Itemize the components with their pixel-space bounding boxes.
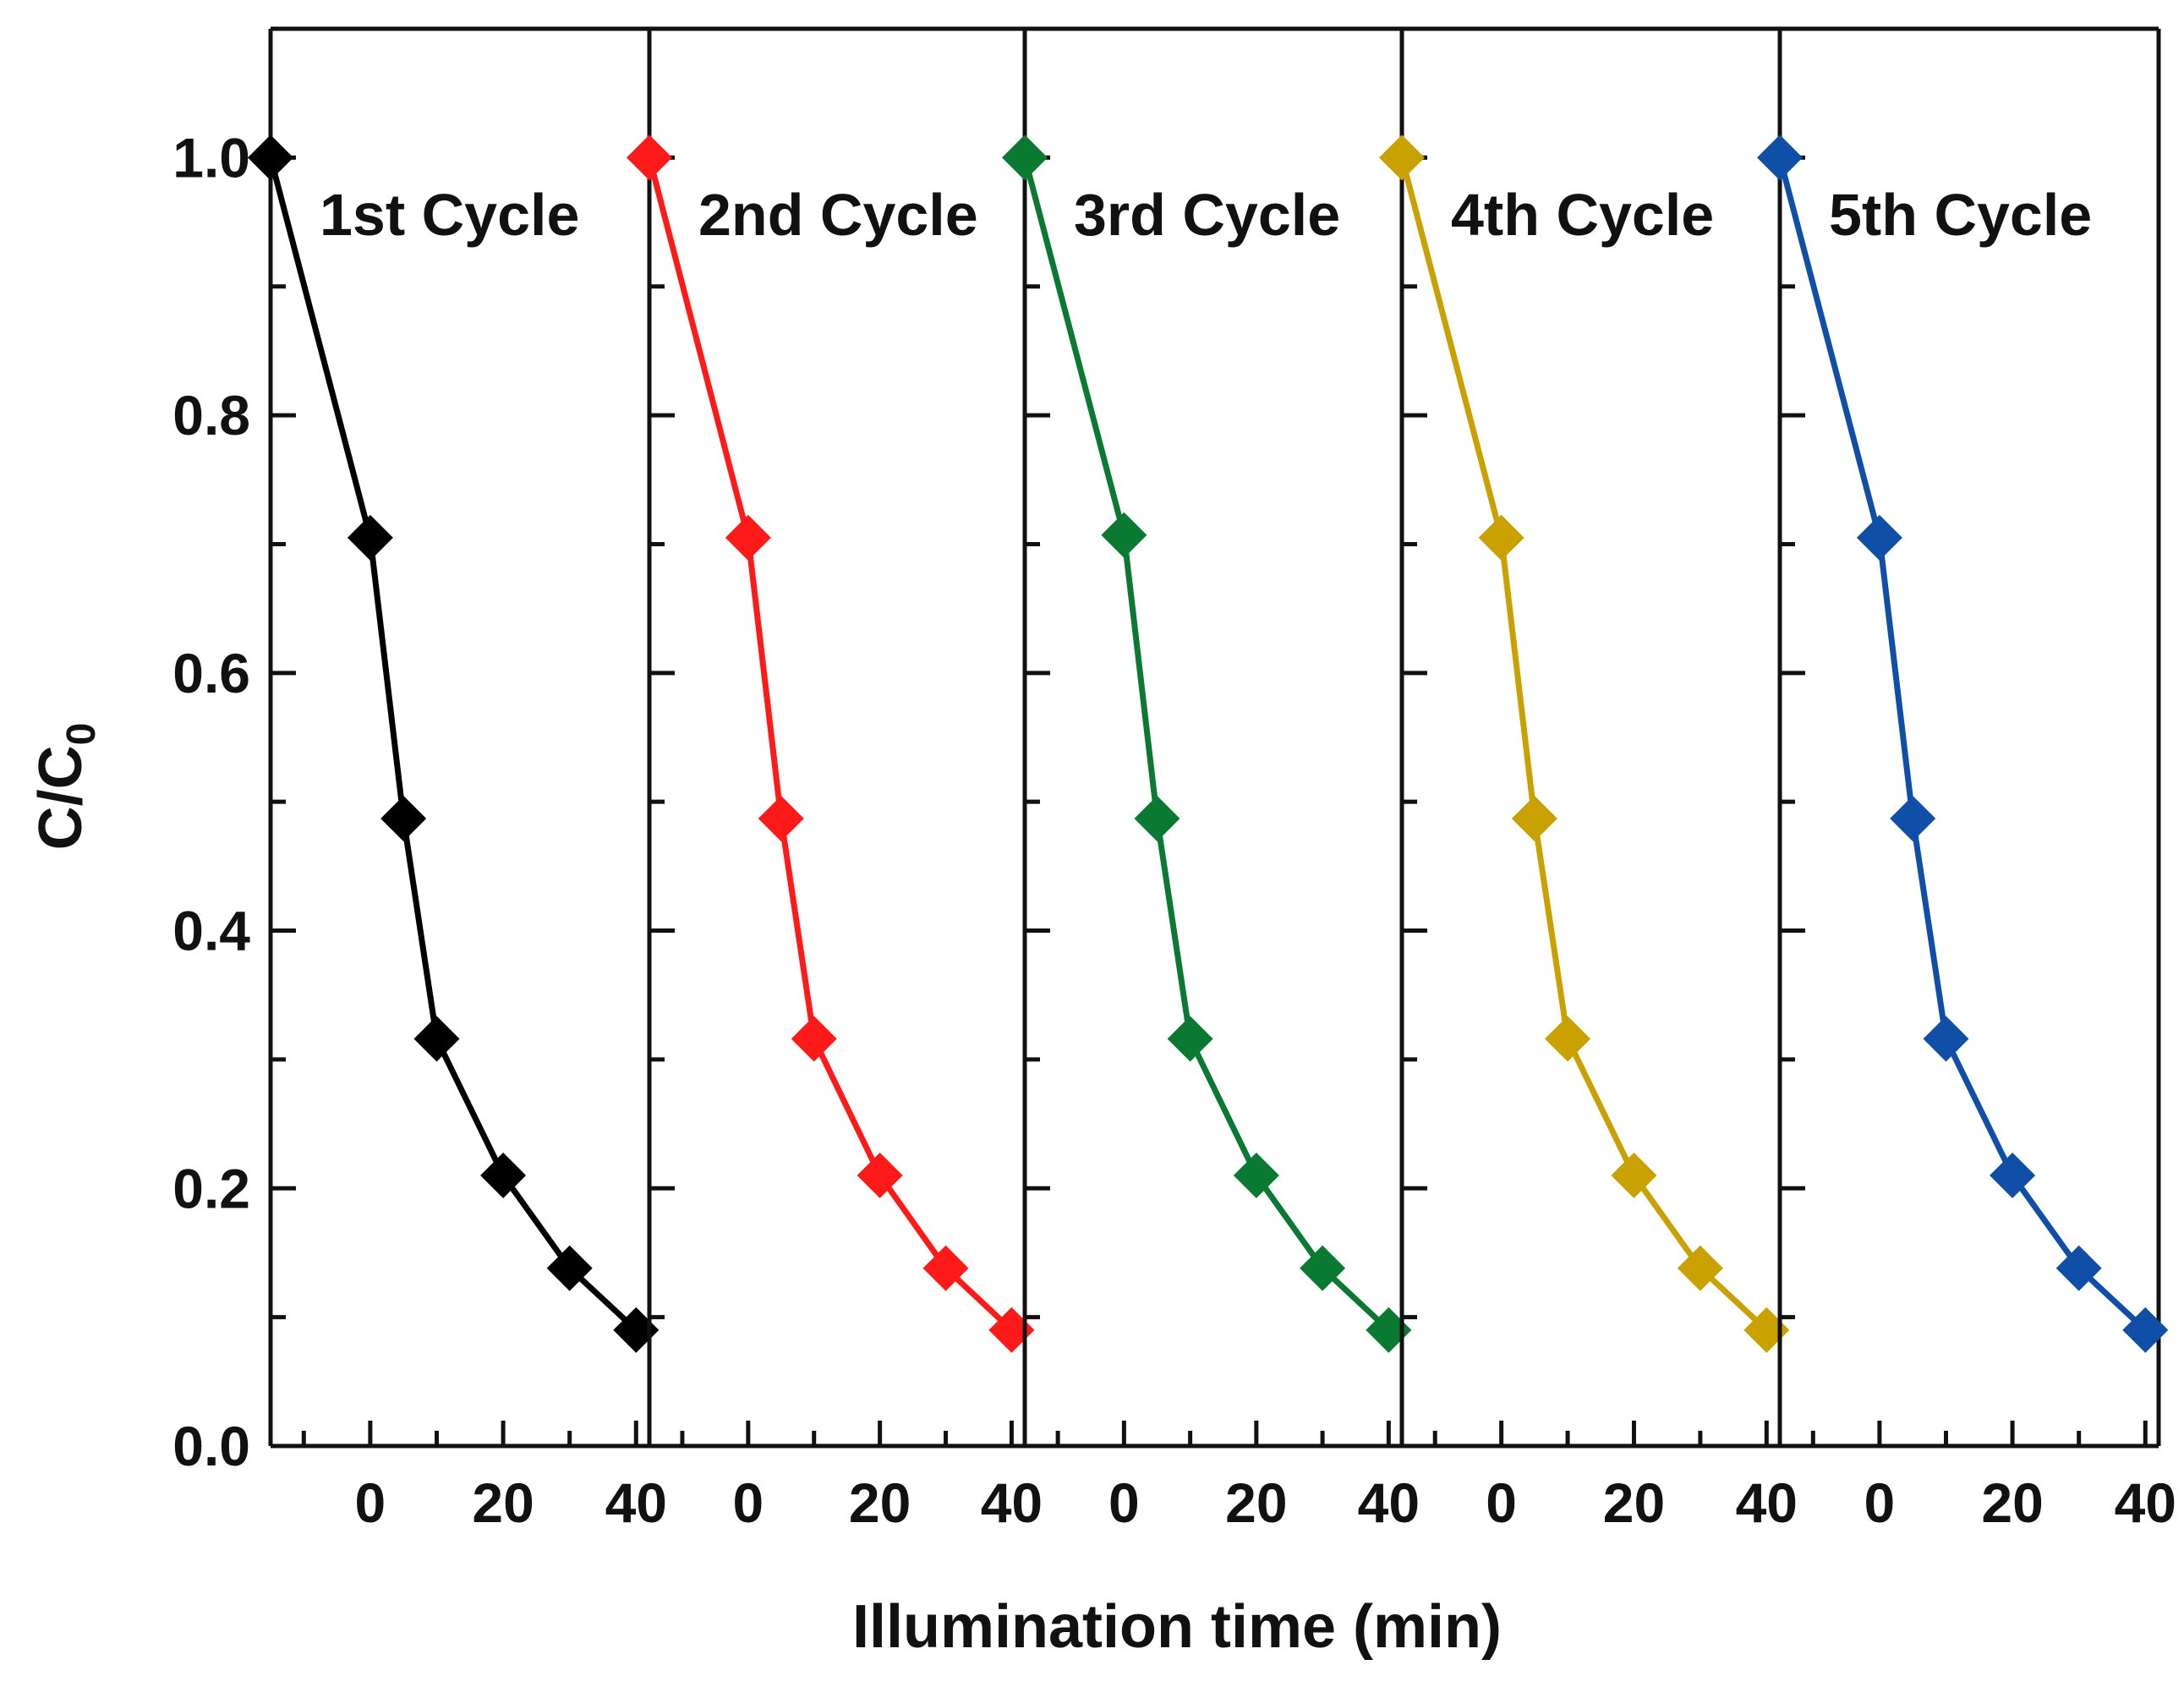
data-point-diamond [2122, 1306, 2169, 1353]
data-point-diamond [248, 134, 293, 181]
x-tick-label: 0 [355, 1471, 386, 1534]
data-point-diamond [758, 795, 804, 841]
series-line-1st-cycle [267, 156, 638, 1333]
panel-5th-cycle: 0 20 40 5th Cycle [1757, 26, 2176, 1534]
panels-layer: 0 20 40 1st Cycle 0 20 40 2nd Cycle 0 20 40 3rd Cyc… [248, 26, 2176, 1534]
y-axis: 0.0 0.2 0.4 0.6 0.8 1.0 [172, 126, 250, 1477]
x-tick-label: 20 [849, 1471, 911, 1534]
data-point-diamond [546, 1245, 593, 1291]
x-tick-label: 0 [1864, 1471, 1896, 1534]
y-axis-title: C/C0 [27, 723, 104, 851]
data-point-diamond [1478, 514, 1524, 561]
data-point-diamond [1134, 795, 1180, 841]
y-axis-title-subscript: 0 [59, 723, 104, 746]
series-line-2nd-cycle [646, 156, 1014, 1333]
x-tick-label: 20 [472, 1471, 534, 1534]
x-tick-label: 40 [1736, 1471, 1798, 1534]
panel-label-5th-cycle: 5th Cycle [1829, 182, 2092, 248]
panel-label-3rd-cycle: 3rd Cycle [1074, 182, 1340, 248]
data-point-diamond [1757, 134, 1803, 181]
x-axis-title: Illumination time (min) [852, 1593, 1502, 1661]
data-point-diamond [627, 134, 672, 181]
panel-label-4th-cycle: 4th Cycle [1451, 182, 1714, 248]
y-tick-label: 0.4 [172, 900, 250, 962]
x-tick-label: 20 [1981, 1471, 2043, 1534]
data-point-diamond [1379, 134, 1425, 181]
data-point-diamond [380, 795, 427, 841]
y-tick-label: 0.0 [172, 1415, 250, 1477]
x-tick-label: 0 [1108, 1471, 1140, 1534]
data-point-diamond [413, 1016, 460, 1062]
x-tick-label: 20 [1225, 1471, 1287, 1534]
data-point-diamond [1167, 1016, 1213, 1062]
data-point-diamond [1300, 1245, 1346, 1291]
series-line-4th-cycle [1399, 156, 1769, 1333]
x-tick-label: 40 [2115, 1471, 2176, 1534]
x-tick-label: 40 [981, 1471, 1043, 1534]
data-point-diamond [1002, 134, 1048, 181]
series-line-3rd-cycle [1021, 156, 1391, 1333]
x-tick-label: 20 [1603, 1471, 1665, 1534]
data-point-diamond [791, 1016, 837, 1062]
panel-1st-cycle: 0 20 40 1st Cycle [248, 26, 667, 1534]
data-point-diamond [347, 514, 393, 561]
data-point-diamond [725, 514, 771, 561]
data-point-diamond [1890, 795, 1936, 841]
panel-label-2nd-cycle: 2nd Cycle [698, 182, 978, 248]
data-point-diamond [1923, 1016, 1969, 1062]
panel-3rd-cycle: 0 20 40 3rd Cycle [1002, 26, 1420, 1534]
data-point-diamond [1856, 514, 1902, 561]
data-point-diamond [1545, 1016, 1591, 1062]
panel-4th-cycle: 0 20 40 4th Cycle [1379, 26, 1798, 1534]
data-point-diamond [922, 1245, 969, 1291]
y-tick-label: 1.0 [172, 126, 250, 189]
x-tick-label: 40 [1358, 1471, 1420, 1534]
data-point-diamond [1611, 1153, 1657, 1199]
panel-label-1st-cycle: 1st Cycle [320, 182, 579, 248]
y-tick-label: 0.6 [172, 642, 250, 704]
x-tick-label: 0 [732, 1471, 764, 1534]
data-point-diamond [2055, 1245, 2102, 1291]
data-point-diamond [1233, 1153, 1279, 1199]
data-point-diamond [1990, 1153, 2036, 1199]
data-point-diamond [480, 1153, 527, 1199]
data-point-diamond [857, 1153, 903, 1199]
series-line-5th-cycle [1776, 156, 2148, 1333]
data-point-diamond [1677, 1245, 1723, 1291]
data-point-diamond [1101, 512, 1147, 558]
panel-2nd-cycle: 0 20 40 2nd Cycle [627, 26, 1043, 1534]
x-tick-label: 40 [605, 1471, 667, 1534]
y-tick-label: 0.2 [172, 1157, 250, 1219]
y-axis-title-main: C/C [27, 745, 95, 850]
y-tick-label: 0.8 [172, 384, 250, 446]
x-tick-label: 0 [1486, 1471, 1517, 1534]
data-point-diamond [1511, 795, 1557, 841]
